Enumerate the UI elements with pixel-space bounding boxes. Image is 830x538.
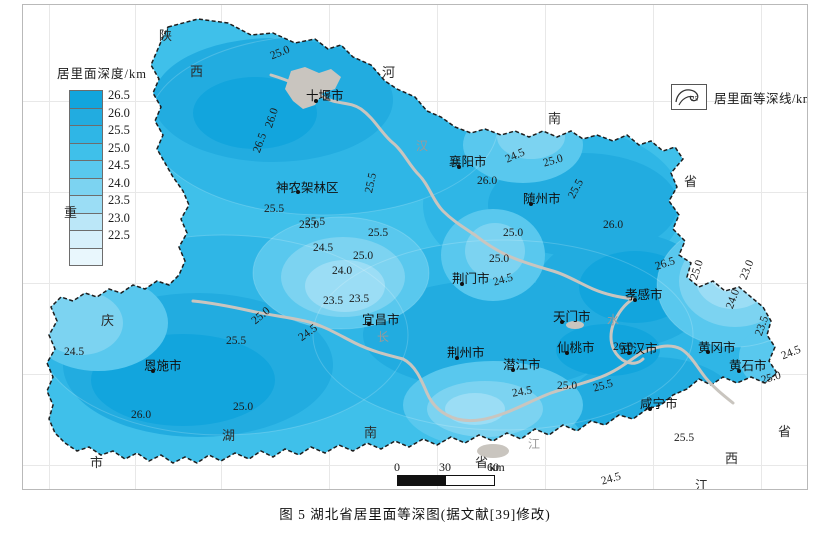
city-marker-dot (151, 369, 155, 373)
city-marker-dot (367, 322, 371, 326)
legend-swatch: 24.0 (70, 176, 130, 196)
contour-line-icon: 25 (671, 84, 707, 110)
contour-legend: 25 居里面等深线/km (671, 84, 808, 110)
reservoir (285, 67, 584, 458)
legend-swatch-label: 22.5 (108, 228, 130, 242)
scalebar-tick: 60 (487, 460, 499, 474)
depth-legend-title: 居里面深度/km (57, 67, 147, 81)
legend-swatch-label: 24.5 (108, 158, 130, 172)
gridline-v (49, 5, 50, 489)
legend-swatch (70, 248, 102, 265)
map-frame: 居里面深度/km 26.5 26.0 25.5 25.0 24.5 24.0 2… (22, 4, 808, 490)
scalebar-tick: 0 (394, 460, 400, 474)
gridline-v (761, 5, 762, 489)
legend-swatch: 25.0 (70, 141, 130, 161)
scalebar: 0 30 60 km (394, 460, 505, 486)
city-marker-dot (565, 351, 569, 355)
legend-swatch-label: 23.5 (108, 193, 130, 207)
legend-swatch: 25.5 (70, 123, 130, 144)
scalebar-ticks: 0 30 60 km (394, 460, 505, 474)
legend-swatch-label: 26.5 (108, 88, 130, 102)
legend-swatch: 26.5 (70, 88, 130, 109)
legend-swatch-label: 24.0 (108, 175, 130, 190)
legend-swatch-label: 25.5 (108, 123, 130, 137)
depth-legend: 居里面深度/km 26.5 26.0 25.5 25.0 24.5 24.0 2… (57, 63, 147, 266)
city-marker-dot (529, 202, 533, 206)
svg-text:25: 25 (691, 95, 699, 103)
gridline-v (135, 5, 136, 489)
city-marker-dot (455, 356, 459, 360)
city-marker-dot (627, 351, 631, 355)
curie-depth-choropleth (46, 18, 778, 464)
city-marker-dot (633, 298, 637, 302)
city-marker-dot (460, 282, 464, 286)
gridline-h (23, 465, 807, 466)
city-marker-dot (296, 190, 300, 194)
legend-swatch: 26.0 (70, 106, 130, 126)
scalebar-tick: 30 (439, 460, 451, 474)
legend-swatch-label: 23.0 (108, 210, 130, 225)
city-marker-dot (560, 320, 564, 324)
river-network (191, 73, 735, 423)
city-marker-dot (706, 350, 710, 354)
legend-swatch: 24.5 (70, 158, 130, 179)
scalebar-bar (397, 475, 495, 486)
city-marker-dot (457, 165, 461, 169)
legend-swatch-label: 26.0 (108, 105, 130, 120)
province-boundary (46, 18, 778, 464)
contour-legend-label: 居里面等深线/km (714, 91, 808, 106)
scalebar-seg-filled (398, 476, 446, 485)
city-marker-dot (648, 407, 652, 411)
scalebar-unit: km (489, 460, 505, 474)
city-marker-dot (511, 368, 515, 372)
city-marker-dot (737, 369, 741, 373)
depth-legend-ramp: 26.5 26.0 25.5 25.0 24.5 24.0 23.5 23.0 … (69, 88, 130, 266)
city-marker-dot (314, 99, 318, 103)
legend-swatch: 23.0 (70, 211, 130, 231)
figure-caption: 图 5 湖北省居里面等深图(据文献[39]修改) (279, 507, 551, 522)
scalebar-seg-empty (446, 476, 494, 485)
legend-swatch-label: 25.0 (108, 140, 130, 155)
legend-swatch: 22.5 (70, 228, 130, 249)
legend-swatch: 23.5 (70, 193, 130, 214)
